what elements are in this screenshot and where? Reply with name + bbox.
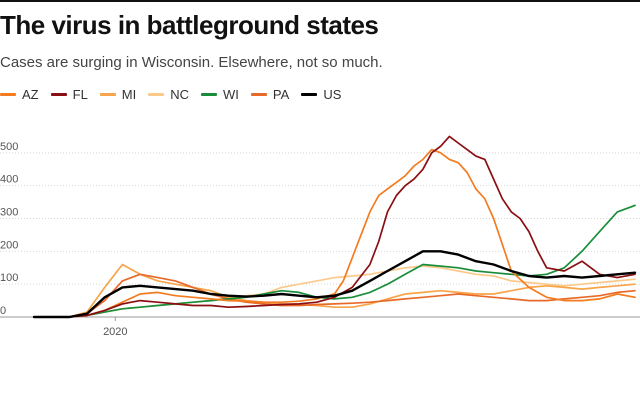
legend-label: PA — [272, 86, 290, 102]
y-axis-labels: 0 100 200 300 400 500 — [0, 141, 18, 317]
legend-label: AZ — [22, 86, 39, 102]
legend-label: WI — [223, 86, 239, 102]
series-lines — [32, 135, 637, 319]
series-line-us — [32, 250, 637, 319]
legend-swatch — [99, 92, 116, 96]
legend-item-nc: NC — [148, 87, 189, 102]
y-tick-label: 300 — [0, 207, 18, 219]
legend-swatch — [50, 92, 67, 96]
legend-swatch — [301, 92, 318, 96]
chart-subtitle: Cases are surging in Wisconsin. Elsewher… — [0, 54, 383, 71]
legend-swatch — [250, 92, 267, 96]
y-tick-label: 400 — [0, 174, 18, 186]
y-tick-label: 100 — [0, 272, 18, 284]
y-tick-label: 200 — [0, 239, 18, 251]
legend-label: MI — [121, 86, 137, 102]
legend-label: FL — [72, 86, 88, 102]
legend-item-wi: WI — [201, 87, 239, 102]
gridlines — [0, 152, 640, 318]
series-line-az — [33, 148, 636, 318]
y-tick-label: 500 — [0, 141, 18, 153]
legend-label: US — [323, 86, 342, 102]
series-line-wi — [33, 204, 636, 318]
legend-item-pa: PA — [250, 86, 290, 102]
legend-label: NC — [170, 86, 190, 102]
series-line-mi — [33, 263, 636, 318]
chart-title: The virus in battleground states — [0, 10, 379, 40]
legend-item-us: US — [301, 87, 341, 102]
legend-item-fl: FL — [50, 86, 88, 102]
x-axis: 2020 — [103, 317, 128, 338]
y-tick-label: 0 — [0, 305, 6, 317]
x-tick-label: 2020 — [103, 326, 127, 338]
line-chart: 0 100 200 300 400 500 2020 — [0, 135, 640, 338]
series-line-fl — [33, 135, 636, 318]
legend-item-mi: MI — [99, 86, 137, 102]
legend-swatch — [201, 92, 218, 96]
series-line-pa — [33, 273, 636, 318]
top-rule — [0, 0, 640, 2]
legend-swatch — [148, 92, 165, 96]
legend-item-az: AZ — [0, 87, 39, 102]
legend: AZ FL MI NC WI PA US — [0, 86, 353, 102]
legend-swatch — [0, 92, 16, 96]
